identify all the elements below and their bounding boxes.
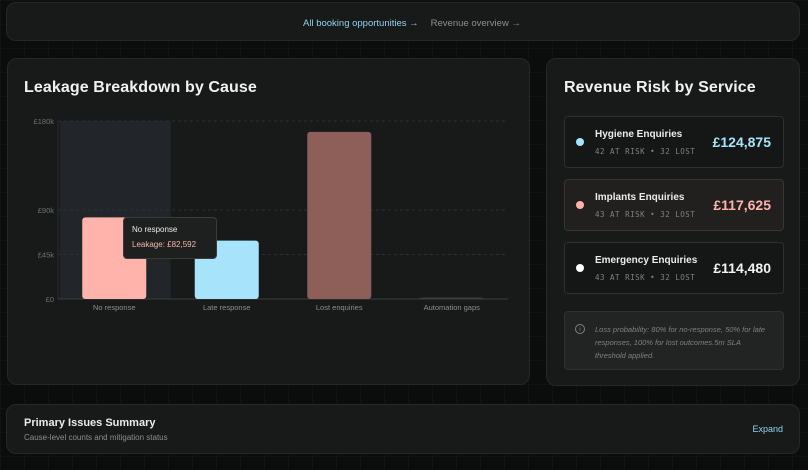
service-meta: 43 AT RISK • 32 LOST [595, 210, 696, 219]
service-name: Emergency Enquiries [595, 255, 698, 266]
service-name: Implants Enquiries [595, 192, 685, 203]
summary-title: Primary Issues Summary [24, 417, 156, 429]
summary-subtitle: Cause-level counts and mitigation status [24, 433, 168, 442]
revenue-overview-link[interactable]: Revenue overview → [430, 18, 521, 29]
y-tick-label: £90k [38, 206, 55, 215]
x-tick-label: Lost enquiries [316, 303, 363, 312]
x-tick-label: Late response [203, 303, 251, 312]
loss-probability-note: i Loss probability: 80% for no-response,… [564, 311, 784, 370]
service-meta: 42 AT RISK • 32 LOST [595, 147, 696, 156]
leakage-bar-chart: £0 £45k £90k £180k No response Late response L… [34, 117, 508, 312]
leakage-card-title: Leakage Breakdown by Cause [24, 79, 257, 96]
status-dot-icon [576, 201, 584, 209]
service-meta: 43 AT RISK • 32 LOST [595, 273, 696, 282]
y-tick-label: £45k [38, 251, 55, 260]
tooltip-title: No response [132, 225, 178, 234]
primary-issues-summary-card: Primary Issues Summary Cause-level count… [6, 404, 800, 454]
y-tick-label: £180k [34, 117, 55, 126]
top-nav-bar: All booking opportunities → Revenue over… [6, 2, 800, 41]
tooltip-value: Leakage: £82,592 [132, 240, 197, 249]
y-tick-label: £0 [46, 295, 54, 304]
info-icon: i [575, 324, 585, 334]
service-hygiene[interactable]: Hygiene Enquiries 42 AT RISK • 32 LOST £… [564, 116, 784, 168]
service-amount: £117,625 [713, 197, 771, 213]
all-booking-opportunities-link[interactable]: All booking opportunities → [303, 18, 419, 29]
x-tick-label: No response [93, 303, 136, 312]
service-implants[interactable]: Implants Enquiries 43 AT RISK • 32 LOST … [564, 179, 784, 231]
leakage-breakdown-card: Leakage Breakdown by Cause £0 £45k £90k £18… [7, 58, 530, 385]
bar-automation-gaps [419, 297, 484, 299]
status-dot-icon [576, 264, 584, 272]
expand-button[interactable]: Expand [752, 424, 783, 434]
x-tick-label: Automation gaps [424, 303, 481, 312]
risk-card-title: Revenue Risk by Service [564, 79, 756, 96]
chart-tooltip: No response Leakage: £82,592 [123, 217, 217, 259]
service-amount: £124,875 [712, 134, 771, 150]
bar-lost-enquiries [307, 131, 372, 299]
note-text: Loss probability: 80% for no-response, 5… [595, 325, 766, 360]
status-dot-icon [576, 138, 584, 146]
revenue-risk-card: Revenue Risk by Service Hygiene Enquirie… [546, 58, 800, 386]
service-amount: £114,480 [713, 260, 771, 276]
service-name: Hygiene Enquiries [595, 129, 683, 140]
service-emergency[interactable]: Emergency Enquiries 43 AT RISK • 32 LOST… [564, 242, 784, 294]
